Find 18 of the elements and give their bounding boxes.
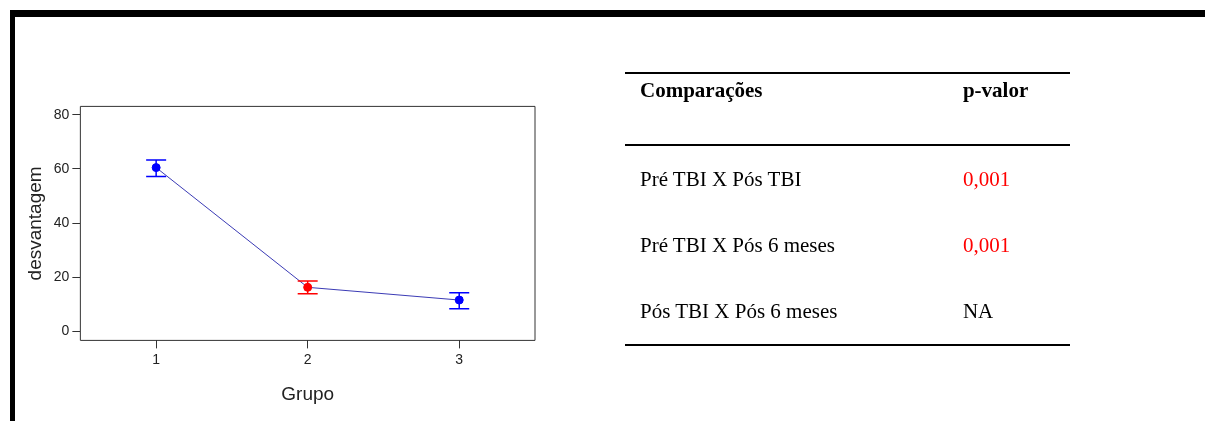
y-tick-label: 80 [53,105,70,122]
category-label: Pré TBI X Pós 6 meses [639,231,837,259]
text: 0,001 [962,232,1011,257]
y-tick-label: 20 [53,268,70,285]
y-axis-title: desvantagem [23,166,45,281]
x-tick-label: 1 [152,350,161,367]
text: NA [962,298,994,323]
text: 0,001 [962,166,1011,191]
category-label: Pós TBI X Pós 6 meses [625,278,948,345]
y-tick-label: 40 [53,213,70,230]
x-axis-title: Grupo [281,382,335,404]
x-tick-label: 2 [303,350,312,367]
category-label: Pré TBI X Pós TBI [639,165,803,193]
y-tick-label: 60 [53,159,70,176]
text: Comparações [625,73,948,145]
y-tick-label: 0 [61,322,70,339]
text: p-valor [947,73,1070,145]
x-tick-label: 3 [455,350,464,367]
